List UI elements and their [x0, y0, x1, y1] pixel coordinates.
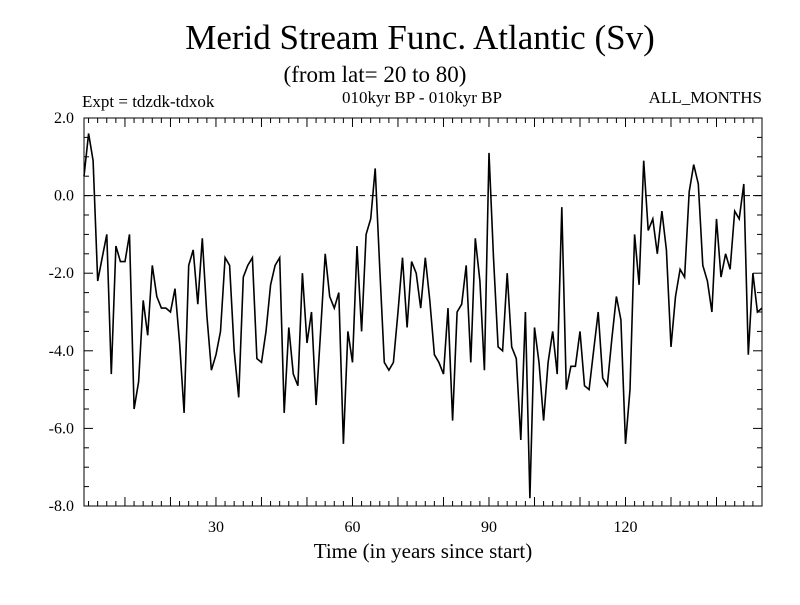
chart-subtitle: (from lat= 20 to 80): [284, 62, 467, 87]
y-tick-label: 2.0: [54, 110, 74, 127]
x-axis-label: Time (in years since start): [314, 539, 533, 563]
y-tick-label: 0.0: [54, 188, 74, 205]
months-label: ALL_MONTHS: [649, 88, 762, 107]
plot-frame: [83, 117, 763, 507]
x-tick-label: 120: [613, 519, 637, 536]
x-tick-label: 90: [481, 519, 497, 536]
x-tick-label: 30: [208, 519, 224, 536]
y-tick-label: -4.0: [49, 343, 74, 360]
y-tick-label: -8.0: [49, 498, 74, 515]
y-tick-label: -6.0: [49, 420, 74, 437]
x-tick-label: 60: [344, 519, 360, 536]
plot-area: 2.0 0.0 -2.0 -4.0 -6.0 -8.0 30 60 90 120: [49, 110, 763, 536]
experiment-label: Expt = tdzdk-tdxok: [82, 92, 215, 111]
y-tick-label: -2.0: [49, 265, 74, 282]
period-label: 010kyr BP - 010kyr BP: [342, 88, 502, 107]
series-line-1: [83, 133, 763, 499]
chart-title: Merid Stream Func. Atlantic (Sv): [185, 18, 655, 57]
